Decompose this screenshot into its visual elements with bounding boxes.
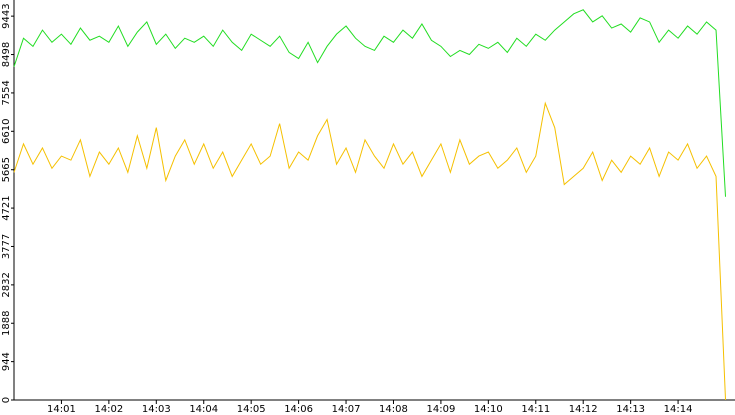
- y-tick-label: 7554: [1, 80, 12, 105]
- x-tick-label: 14:04: [189, 404, 218, 415]
- y-tick-label: 9443: [1, 3, 12, 28]
- x-tick-label: 14:08: [379, 404, 408, 415]
- x-tick-label: 14:14: [664, 404, 693, 415]
- y-tick-label: 1888: [1, 311, 12, 336]
- y-tick-label: 0: [1, 397, 12, 403]
- series-line: [13, 9, 727, 197]
- y-tick-label: 944: [1, 352, 12, 371]
- y-tick-label: 4721: [1, 195, 12, 220]
- y-tick-label: 3777: [1, 234, 12, 259]
- x-tick-label: 14:12: [569, 404, 598, 415]
- x-tick-label: 14:05: [237, 404, 266, 415]
- x-tick-label: 14:02: [94, 404, 123, 415]
- series-line: [13, 101, 727, 401]
- y-tick-label: 6610: [1, 119, 12, 144]
- x-tick-label: 14:07: [332, 404, 361, 415]
- x-tick-label: 14:09: [426, 404, 455, 415]
- x-tick-label: 14:13: [616, 404, 645, 415]
- x-tick-label: 14:03: [142, 404, 171, 415]
- x-tick-label: 14:10: [474, 404, 503, 415]
- y-tick-label: 5665: [1, 157, 12, 182]
- x-tick-label: 14:11: [521, 404, 550, 415]
- y-tick-label: 8498: [1, 42, 12, 67]
- x-tick-label: 14:06: [284, 404, 313, 415]
- x-tick-label: 14:01: [47, 404, 76, 415]
- y-tick-label: 2832: [1, 272, 12, 297]
